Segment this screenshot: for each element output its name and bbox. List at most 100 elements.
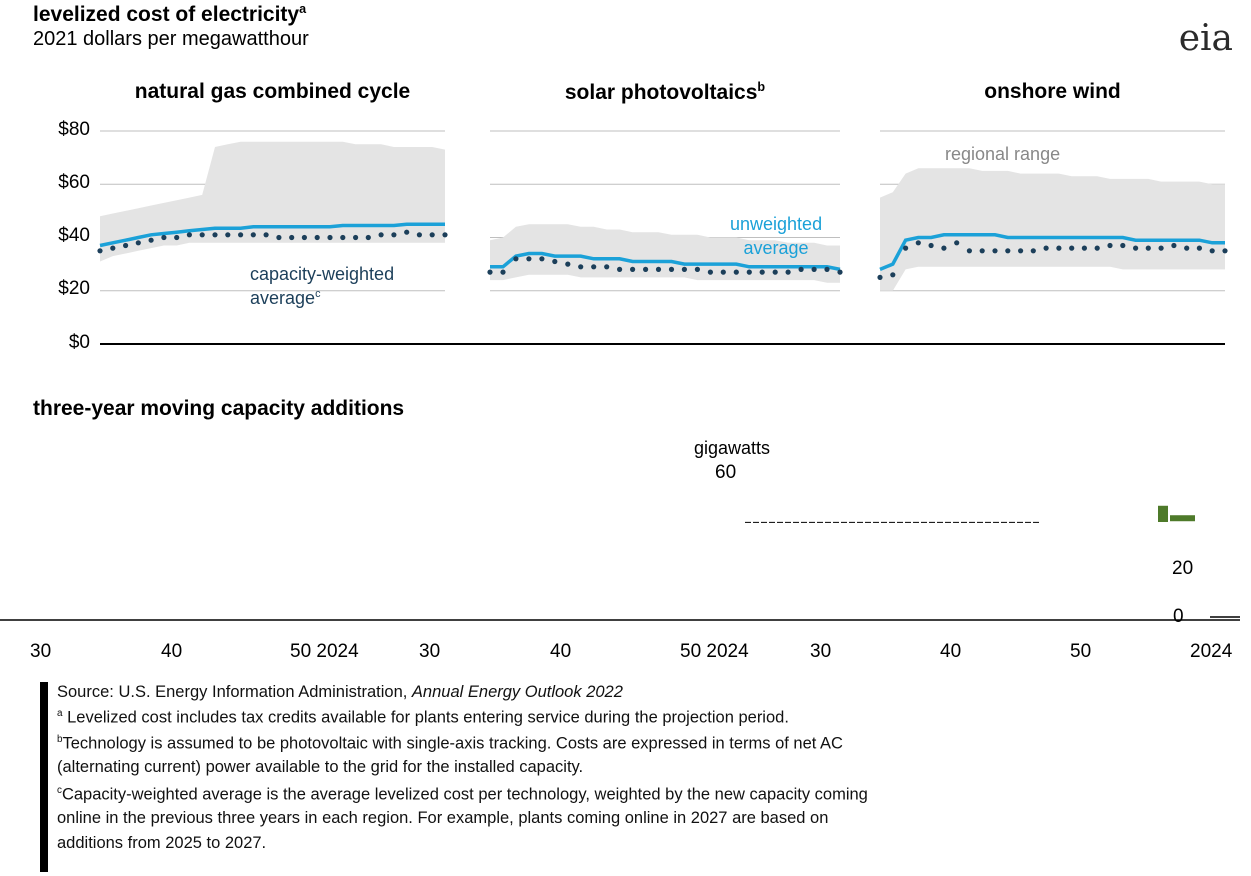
capacity-ytick: 60 xyxy=(715,462,737,483)
capacity-xtick: 40 xyxy=(940,641,962,662)
capacity-bar xyxy=(1158,505,1168,522)
capacity-weighted-point xyxy=(513,256,519,262)
capacity-weighted-point xyxy=(1081,245,1087,251)
capacity-weighted-point xyxy=(199,232,205,238)
panel-title-wind: onshore wind xyxy=(984,80,1121,103)
capacity-weighted-point xyxy=(353,234,359,241)
capacity-weighted-point xyxy=(903,245,909,251)
capacity-weighted-point xyxy=(759,269,765,275)
capacity-weighted-point xyxy=(263,232,269,238)
capacity-weighted-point xyxy=(442,232,448,238)
capacity-xtick: 50 xyxy=(1070,641,1092,662)
source-note: Source: U.S. Energy Information Administ… xyxy=(57,683,623,701)
capacity-weighted-point xyxy=(552,258,558,265)
capacity-weighted-point xyxy=(578,264,584,270)
annotation-regional-range: regional range xyxy=(945,144,1061,164)
chart-subtitle: 2021 dollars per megawatthour xyxy=(33,28,309,50)
capacity-weighted-point xyxy=(668,266,675,272)
capacity-weighted-point xyxy=(655,266,662,272)
capacity-weighted-point xyxy=(487,269,493,275)
regional-range-area xyxy=(100,141,445,262)
footnote-a: a Levelized cost includes tax credits av… xyxy=(57,708,789,727)
capacity-weighted-point xyxy=(186,232,192,238)
capacity-weighted-point xyxy=(824,266,830,272)
capacity-weighted-point xyxy=(1196,245,1202,251)
capacity-weighted-point xyxy=(123,242,129,249)
footnote-b-cont: (alternating current) power available to… xyxy=(57,758,584,776)
capacity-weighted-point xyxy=(1043,245,1049,251)
gigawatts-label: gigawatts xyxy=(694,438,771,458)
capacity-weighted-point xyxy=(565,261,571,267)
capacity-xtick: 40 xyxy=(550,641,572,662)
chart-title: levelized cost of electricitya xyxy=(33,2,307,26)
capacity-weighted-point xyxy=(785,269,791,275)
capacity-weighted-point xyxy=(928,242,934,249)
capacity-weighted-point xyxy=(966,248,973,254)
capacity-weighted-point xyxy=(591,264,597,270)
capacity-weighted-point xyxy=(429,232,435,238)
notes-left-rule xyxy=(40,682,48,872)
eia-logo: eia xyxy=(1178,18,1233,59)
capacity-weighted-point xyxy=(110,245,116,251)
capacity-weighted-point xyxy=(327,234,333,241)
capacity-weighted-point xyxy=(630,266,636,272)
unweighted-average-line xyxy=(879,233,1225,272)
capacity-xtick: 30 xyxy=(30,641,52,662)
capacity-weighted-point xyxy=(1120,242,1126,249)
footnote-c-cont: online in the previous three years in ea… xyxy=(57,809,829,827)
capacity-weighted-point xyxy=(174,234,180,241)
capacity-weighted-point xyxy=(500,269,506,275)
capacity-weighted-point xyxy=(681,266,688,272)
capacity-weighted-point xyxy=(1069,245,1075,251)
capacity-weighted-point xyxy=(238,232,244,238)
capacity-weighted-point xyxy=(1145,245,1151,251)
capacity-weighted-point xyxy=(314,234,320,241)
capacity-weighted-point xyxy=(1222,248,1228,254)
regional-range-area xyxy=(880,168,1225,291)
capacity-weighted-point xyxy=(772,269,778,275)
ytick-label: $0 xyxy=(68,332,90,353)
panel-title-solar: solar photovoltaicsb xyxy=(564,80,766,104)
capacity-weighted-point xyxy=(289,234,295,241)
ytick-label: $20 xyxy=(58,278,90,299)
unweighted-average-line xyxy=(99,222,445,248)
capacity-weighted-point xyxy=(954,240,960,246)
capacity-weighted-point xyxy=(250,232,256,238)
capacity-bar xyxy=(1170,515,1195,522)
capacity-xtick: 50 2024 xyxy=(680,641,749,662)
capacity-weighted-point xyxy=(135,240,141,246)
capacity-xtick: 30 xyxy=(419,641,441,662)
capacity-weighted-point xyxy=(276,234,282,241)
capacity-weighted-point xyxy=(1094,245,1100,251)
capacity-weighted-point xyxy=(225,232,231,238)
capacity-weighted-point xyxy=(811,266,817,272)
capacity-weighted-point xyxy=(340,234,346,241)
capacity-weighted-point xyxy=(404,229,410,235)
capacity-xtick: 50 2024 xyxy=(290,641,359,662)
capacity-weighted-point xyxy=(539,256,545,262)
panel-title-natural-gas: natural gas combined cycle xyxy=(134,80,411,103)
capacity-weighted-point xyxy=(733,269,739,275)
capacity-weighted-point xyxy=(1133,245,1139,251)
capacity-weighted-point xyxy=(1056,245,1062,251)
capacity-weighted-point xyxy=(877,274,883,280)
capacity-weighted-point xyxy=(992,248,998,254)
capacity-weighted-point xyxy=(604,264,610,270)
capacity-weighted-point xyxy=(707,269,714,275)
ytick-label: $60 xyxy=(58,172,90,193)
capacity-weighted-point xyxy=(1158,245,1164,251)
ytick-label: $80 xyxy=(58,119,90,140)
capacity-weighted-point xyxy=(301,234,307,241)
footnote-b: bTechnology is assumed to be photovoltai… xyxy=(57,734,843,753)
capacity-weighted-point xyxy=(1171,242,1177,249)
capacity-weighted-point xyxy=(837,269,843,275)
capacity-weighted-point xyxy=(1030,248,1036,254)
capacity-xtick: 30 xyxy=(810,641,832,662)
capacity-xtick: 40 xyxy=(161,641,183,662)
capacity-weighted-point xyxy=(1107,242,1113,249)
capacity-xtick: 2024 xyxy=(1190,641,1233,662)
capacity-weighted-point xyxy=(378,232,384,238)
capacity-weighted-point xyxy=(148,237,154,243)
capacity-weighted-point xyxy=(1209,248,1215,254)
